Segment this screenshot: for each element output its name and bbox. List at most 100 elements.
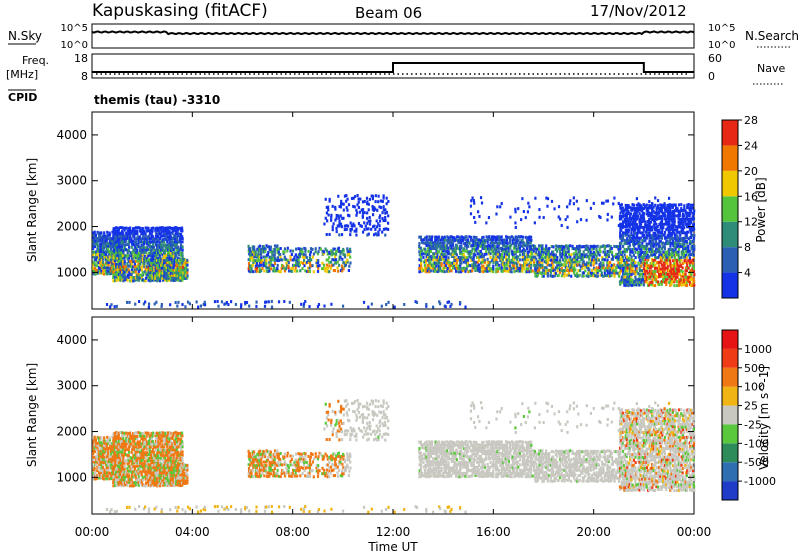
power-pixel [521, 252, 525, 256]
power-pixel [564, 265, 567, 269]
power-pixel [280, 263, 284, 267]
power-pixel [159, 271, 163, 275]
velocity-pixel [92, 451, 95, 455]
power-pixel [328, 232, 331, 236]
power-pixel [491, 249, 494, 253]
power-pixel [105, 261, 109, 265]
power-pixel [168, 229, 171, 233]
power-pixel [638, 255, 641, 259]
power-pixel [367, 202, 370, 206]
power-pixel [645, 244, 649, 248]
power-pixel [580, 255, 583, 259]
power-pixel [422, 238, 426, 242]
power-pixel [435, 264, 438, 268]
power-pixel [651, 228, 654, 232]
power-pixel [104, 269, 107, 273]
power-pixel [155, 260, 158, 264]
power-pixel [667, 203, 671, 207]
power-pixel [525, 267, 528, 271]
power-pixel [130, 253, 133, 257]
power-pixel [95, 272, 98, 276]
power-pixel [612, 269, 615, 273]
power-pixel [458, 270, 461, 274]
power-pixel [113, 262, 116, 266]
power-pixel [423, 260, 427, 264]
power-pixel [349, 250, 352, 254]
power-pixel [256, 255, 259, 259]
power-pixel [157, 235, 160, 239]
power-pixel [165, 234, 168, 238]
power-pixel [437, 235, 440, 239]
power-pixel [623, 278, 626, 282]
power-pixel [273, 244, 277, 248]
power-pixel [692, 212, 696, 216]
velocity-pixel [96, 465, 99, 469]
power-pixel [560, 266, 563, 270]
power-pixel [587, 274, 590, 278]
power-pixel [134, 259, 138, 263]
power-pixel [474, 260, 477, 264]
date-title: 17/Nov/2012 [590, 2, 687, 20]
power-pixel [536, 273, 540, 277]
power-pixel [424, 247, 427, 251]
power-pixel [256, 269, 259, 273]
power-pixel [328, 199, 331, 203]
power-pixel [578, 247, 581, 251]
power-pixel [564, 253, 567, 257]
power-pixel [659, 252, 662, 256]
power-pixel [151, 258, 154, 262]
power-pixel [693, 273, 696, 277]
power-pixel [346, 197, 349, 201]
power-pixel [685, 211, 688, 215]
power-pixel [440, 257, 443, 261]
power-pixel [372, 233, 376, 237]
power-pixel [138, 251, 142, 255]
power-pixel [300, 252, 303, 256]
power-pixel [522, 247, 525, 251]
power-pixel [331, 204, 334, 208]
power-pixel [634, 207, 637, 211]
power-pixel [577, 263, 580, 267]
power-pixel [687, 260, 690, 264]
power-pixel [443, 263, 446, 267]
power-pixel [121, 244, 124, 248]
power-pixel [578, 249, 582, 253]
velocity-pixel [97, 457, 100, 461]
power-pixel [150, 266, 153, 270]
power-pixel [510, 235, 513, 239]
velocity-pixel [99, 438, 102, 442]
power-pixel [670, 274, 674, 278]
power-pixel [103, 263, 106, 267]
power-pixel [575, 272, 579, 276]
velocity-pixel [96, 473, 99, 477]
power-pixel [118, 243, 121, 247]
power-pixel [492, 260, 495, 264]
velocity-pixel [103, 471, 106, 475]
power-pixel [673, 284, 676, 288]
power-pixel [154, 263, 157, 267]
velocity-pixel [115, 444, 118, 448]
power-pixel [117, 240, 120, 244]
power-pixel [103, 272, 106, 276]
power-pixel [687, 214, 690, 218]
power-pixel [680, 225, 683, 229]
power-pixel [325, 267, 328, 271]
power-pixel [479, 269, 482, 273]
power-pixel [137, 245, 140, 249]
power-pixel [357, 197, 360, 201]
power-pixel [172, 226, 175, 230]
power-pixel [133, 260, 136, 264]
power-pixel [432, 244, 435, 248]
power-pixel [174, 229, 177, 233]
power-pixel [630, 231, 633, 235]
velocity-pixel [96, 449, 99, 453]
power-pixel [635, 214, 638, 218]
power-pixel [357, 222, 361, 226]
power-pixel [644, 269, 647, 273]
velocity-pixel [101, 449, 105, 453]
power-pixel [167, 243, 170, 247]
power-pixel [663, 222, 666, 226]
power-pixel [342, 249, 345, 253]
power-pixel [680, 263, 683, 267]
power-pixel [456, 235, 459, 239]
